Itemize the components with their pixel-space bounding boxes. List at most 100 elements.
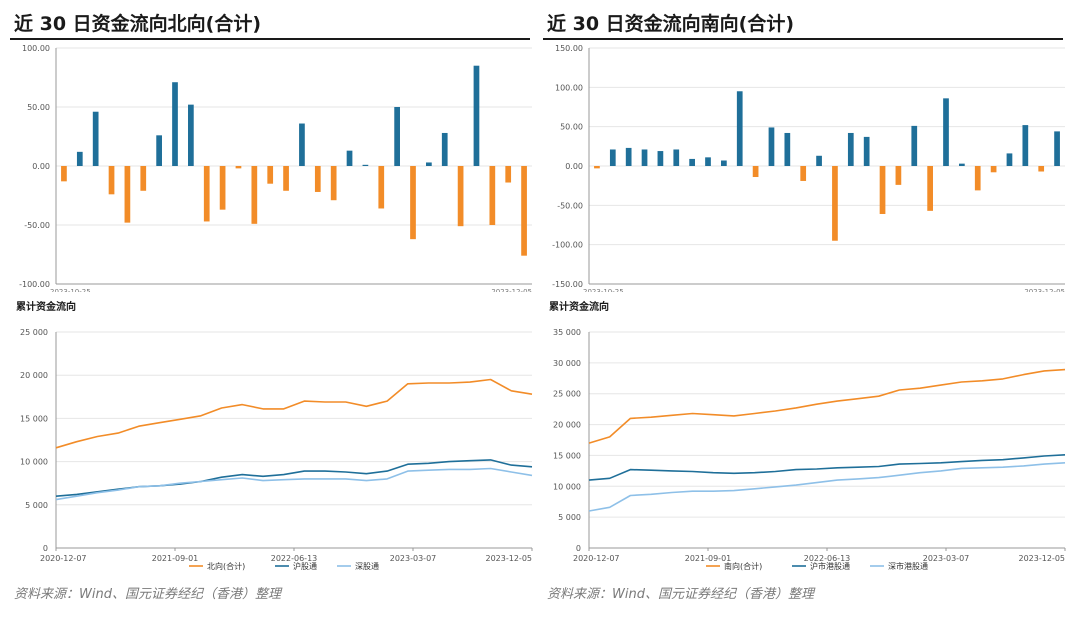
bar — [521, 166, 527, 256]
bar — [314, 166, 321, 192]
bar — [410, 166, 416, 240]
bar — [172, 82, 178, 166]
source-note: 资料来源：Wind、国元证券经纪（香港）整理 — [14, 587, 281, 602]
bar — [441, 132, 448, 166]
y-tick-label: 0 — [43, 544, 48, 553]
bar — [1006, 153, 1013, 166]
bar — [108, 166, 115, 195]
southbound-bar-chart: 150.00 100.00 50.00 0.00 -50.00 -100.00 -150.0… — [552, 44, 1065, 292]
bar — [188, 104, 194, 166]
y-tick-label: 20 000 — [20, 371, 48, 380]
southbound-panel: 近 30 日资金流向南向(合计) 150.00 100.00 50.00 0.00 -5… — [543, 0, 1073, 619]
x-tick-label: 2021-09-01 — [685, 554, 732, 563]
x-tick-label: 2022-06-13 — [804, 554, 851, 563]
y-tick-label: 5 000 — [25, 501, 48, 510]
title-rule — [10, 38, 530, 40]
y-tick-label: 5 000 — [558, 513, 581, 522]
bar — [927, 166, 933, 211]
legend-label: 北向(合计) — [207, 561, 245, 571]
legend-label: 沪股通 — [293, 561, 317, 571]
y-tick-label: 100.00 — [22, 44, 50, 53]
bar — [219, 166, 226, 210]
bar — [1022, 125, 1029, 166]
southbound-cumulative-title: 累计资金流向 — [549, 302, 609, 313]
bar — [895, 166, 902, 185]
bar — [816, 155, 822, 166]
bar — [362, 164, 369, 166]
x-tick-label: 2023-12-05 — [1019, 554, 1066, 563]
bar — [505, 166, 512, 183]
southbound-title: 近 30 日资金流向南向(合计) — [547, 13, 795, 35]
bar — [784, 132, 791, 166]
bar — [832, 166, 838, 241]
source-note: 资料来源：Wind、国元证券经纪（香港）整理 — [547, 587, 814, 602]
y-tick-label: 25 000 — [20, 328, 48, 337]
legend-label: 沪市港股通 — [810, 561, 850, 571]
bar — [1054, 131, 1060, 166]
bar — [641, 149, 648, 166]
x-tick-label: 2021-09-01 — [152, 554, 199, 563]
bar — [378, 166, 385, 209]
bar — [625, 147, 632, 166]
bar — [609, 149, 616, 166]
bar — [879, 166, 886, 214]
y-tick-label: 15 000 — [20, 414, 48, 423]
y-tick-label: 15 000 — [553, 451, 581, 460]
series-line — [588, 368, 1066, 444]
legend-label: 深股通 — [355, 561, 379, 571]
northbound-panel: 近 30 日资金流向北向(合计) 100.00 50.00 0.00 -50.00 -1… — [10, 0, 540, 619]
bar — [124, 166, 131, 223]
bar — [943, 98, 949, 166]
y-tick-label: 50.00 — [27, 103, 50, 112]
bar — [657, 151, 664, 166]
legend-label: 深市港股通 — [888, 561, 928, 571]
bar — [457, 166, 464, 227]
bar — [283, 166, 289, 191]
bar — [752, 166, 759, 178]
y-tick-label: 150.00 — [555, 44, 583, 53]
x-tick-label: 2022-06-13 — [271, 554, 318, 563]
bar — [863, 136, 870, 166]
y-tick-label: 50.00 — [560, 123, 583, 132]
x-tick-label: 2023-12-05 — [491, 288, 532, 292]
x-tick-label: 2023-03-07 — [390, 554, 437, 563]
bar — [768, 127, 775, 166]
bar — [203, 166, 210, 222]
bar — [847, 132, 854, 166]
bar — [251, 166, 258, 224]
bar — [299, 123, 305, 166]
bar — [92, 111, 99, 166]
x-tick-label: 2023-10-25 — [583, 288, 624, 292]
y-tick-label: 10 000 — [553, 482, 581, 491]
bar — [673, 149, 680, 166]
series-line — [588, 454, 1066, 481]
y-tick-label: -50.00 — [24, 221, 50, 230]
bar — [426, 162, 432, 166]
bar — [330, 166, 337, 201]
bar — [61, 166, 67, 182]
y-tick-label: 100.00 — [555, 83, 583, 92]
northbound-line-chart: 0 5 000 10 000 15 000 20 000 25 000 2020-12-07… — [20, 328, 533, 571]
bar — [140, 166, 147, 191]
x-tick-label: 2023-10-25 — [50, 288, 91, 292]
legend-label: 南向(合计) — [724, 561, 762, 571]
bar — [156, 135, 162, 166]
series-line — [55, 459, 533, 497]
bar — [911, 125, 918, 166]
series-line — [588, 462, 1066, 512]
y-tick-label: -150.00 — [552, 280, 583, 289]
y-tick-label: -50.00 — [557, 201, 583, 210]
bar — [721, 160, 727, 166]
bar — [1038, 166, 1045, 172]
y-tick-label: 35 000 — [553, 328, 581, 337]
bar — [267, 166, 274, 184]
bar — [959, 163, 965, 166]
x-tick-label: 2020-12-07 — [40, 554, 87, 563]
bar — [736, 91, 743, 166]
bar — [76, 151, 83, 166]
title-rule — [543, 38, 1063, 40]
bar — [473, 65, 480, 166]
bar — [990, 166, 997, 173]
x-tick-label: 2023-12-05 — [486, 554, 533, 563]
